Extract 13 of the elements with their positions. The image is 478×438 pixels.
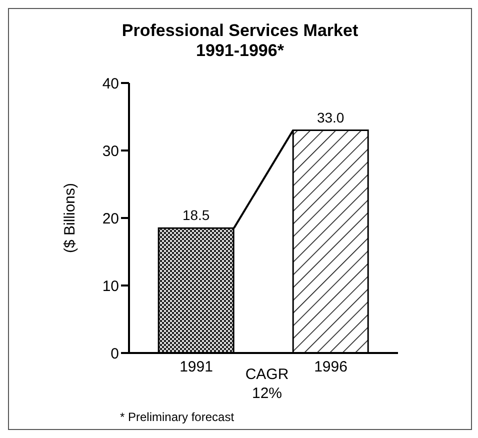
x-tick-label: 1996 bbox=[314, 358, 348, 376]
text: CAGR 12% bbox=[244, 365, 290, 403]
data-label: 33.0 bbox=[316, 109, 344, 126]
y-tick-label: 10 bbox=[102, 278, 119, 295]
y-tick-label: 20 bbox=[102, 210, 119, 228]
data-label: 18.5 bbox=[182, 207, 210, 224]
y-tick-label: 40 bbox=[102, 75, 119, 92]
text: * Preliminary forecast bbox=[120, 410, 234, 424]
y-tick-label: 30 bbox=[102, 142, 119, 160]
x-tick-label: 1991 bbox=[180, 358, 213, 376]
chart-title: Professional Services Market 1991-1996* bbox=[120, 21, 360, 61]
y-tick-label: 0 bbox=[110, 345, 119, 362]
y-axis-title: ($ Billions) bbox=[61, 182, 78, 254]
